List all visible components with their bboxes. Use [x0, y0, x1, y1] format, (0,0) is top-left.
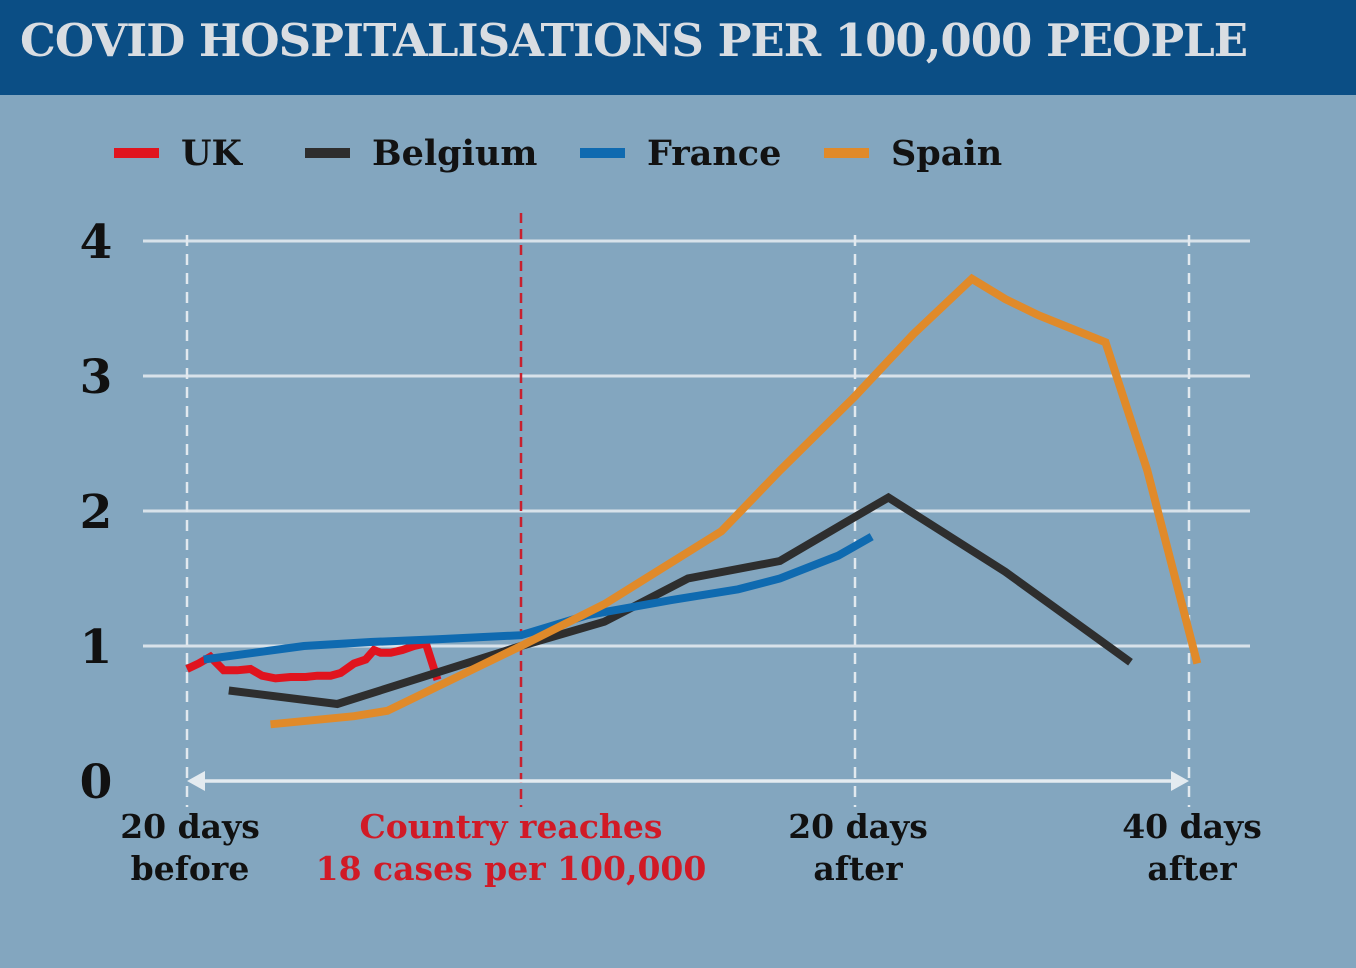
legend-item-france: France	[580, 133, 781, 174]
x-axis	[187, 771, 1189, 791]
legend-label: Spain	[891, 133, 1002, 174]
x-tick-label-3: 40 days after	[1122, 807, 1262, 888]
x-axis-arrow-left	[187, 771, 205, 791]
y-axis-tick-labels: 0 1 2 3 4	[80, 215, 113, 810]
x-axis-arrow-right	[1171, 771, 1189, 791]
series-line-belgium	[228, 492, 1133, 709]
x-tick-label-1: Country reaches 18 cases per 100,000	[316, 807, 707, 888]
legend-label: UK	[181, 133, 244, 174]
y-tick-label-2: 2	[80, 485, 113, 540]
chart-title: COVID HOSPITALISATIONS PER 100,000 PEOPL…	[20, 14, 1248, 67]
y-tick-label-1: 1	[80, 620, 113, 675]
legend-label: Belgium	[372, 133, 537, 174]
series-line-uk	[185, 638, 442, 683]
series-line-spain	[270, 273, 1202, 729]
x-axis-tick-labels: 20 days before Country reaches 18 cases per…	[120, 807, 1262, 888]
x-tick-label-2: 20 days after	[788, 807, 928, 888]
legend-item-spain: Spain	[824, 133, 1002, 174]
y-tick-label-4: 4	[80, 215, 113, 270]
legend-label: France	[647, 133, 781, 174]
legend-item-belgium: Belgium	[305, 133, 537, 174]
y-tick-label-0: 0	[80, 755, 113, 810]
legend: UK Belgium France Spain	[114, 133, 1002, 174]
horizontal-gridlines	[143, 239, 1250, 648]
series-lines	[185, 273, 1202, 729]
title-bar: COVID HOSPITALISATIONS PER 100,000 PEOPL…	[0, 0, 1356, 95]
y-tick-label-3: 3	[80, 350, 113, 405]
x-tick-label-0: 20 days before	[120, 807, 260, 888]
legend-item-uk: UK	[114, 133, 244, 174]
line-chart: UK Belgium France Spain 0 1 2 3 4 20 days before…	[80, 133, 1262, 888]
